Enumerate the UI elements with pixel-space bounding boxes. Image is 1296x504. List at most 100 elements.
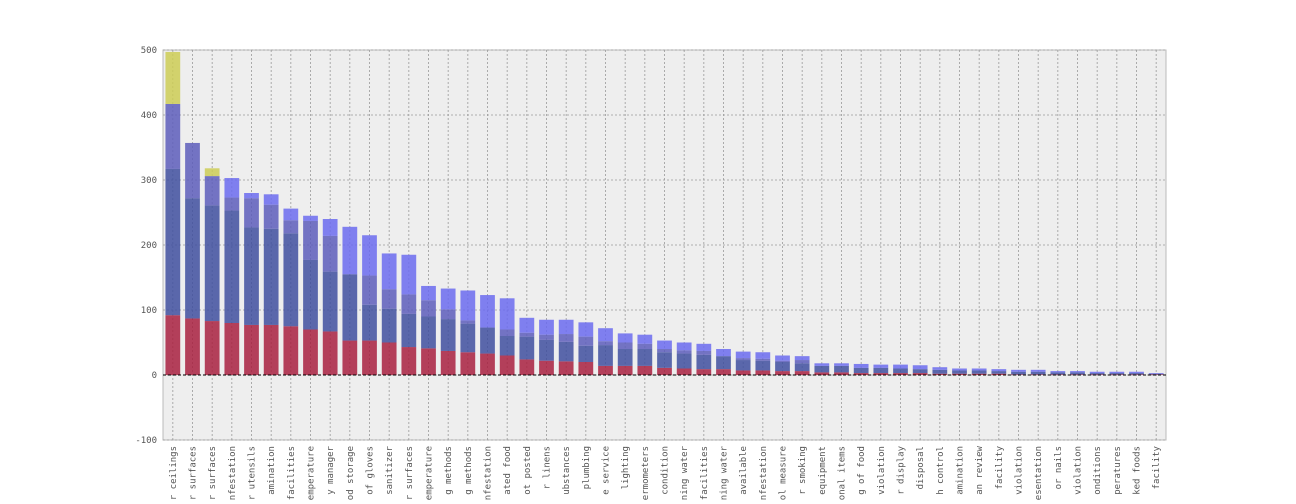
bar-segment-series-5: [165, 51, 181, 104]
bar-segment-series-1: [283, 326, 299, 375]
bar-segment-series-4: [480, 295, 495, 328]
bar-segment-series-1: [244, 324, 259, 375]
bar-segment-series-4: [814, 363, 830, 366]
bar-segment-series-1: [1109, 374, 1125, 375]
bar-segment-series-4: [696, 343, 712, 351]
x-tick-label: onditions: [1093, 446, 1103, 495]
bar-segment-series-3: [303, 220, 318, 260]
bar-segment-series-4: [716, 349, 731, 357]
bar-segment-series-4: [1129, 371, 1144, 374]
bar-segment-series-2: [873, 367, 889, 374]
bar-segment-series-4: [735, 351, 751, 359]
bar-segment-series-1: [401, 347, 417, 375]
x-tick-label: r display: [897, 445, 907, 494]
bar-segment-series-4: [322, 219, 338, 236]
bar-segment-series-4: [893, 364, 908, 369]
bar-segment-series-2: [657, 352, 672, 368]
bar-segment-series-4: [971, 368, 987, 371]
bar-segment-series-3: [578, 336, 594, 346]
bar-segment-series-1: [971, 373, 987, 375]
bar-segment-series-3: [165, 103, 181, 169]
bar-segment-series-2: [1011, 371, 1026, 375]
bar-segment-series-3: [558, 334, 574, 342]
x-tick-label: facility: [1152, 445, 1162, 489]
bar-segment-series-1: [204, 321, 220, 375]
x-tick-label: g methods: [464, 446, 474, 495]
x-tick-label: ning water: [720, 445, 730, 500]
bar-segment-series-3: [322, 235, 338, 272]
bar-segment-series-4: [1089, 371, 1105, 374]
bar-segment-series-2: [814, 365, 830, 373]
y-tick-label: 500: [141, 46, 157, 56]
bar-segment-series-1: [362, 340, 377, 375]
bar-segment-series-1: [893, 373, 908, 375]
x-tick-label: g of food: [857, 446, 867, 495]
bar-segment-series-1: [696, 369, 712, 375]
bar-segment-series-4: [755, 352, 771, 359]
bar-segment-series-3: [519, 332, 535, 337]
bar-segment-series-4: [1109, 371, 1125, 374]
bar-segment-series-1: [342, 340, 358, 375]
x-tick-label: ning water: [680, 445, 690, 500]
bar-segment-series-2: [185, 198, 200, 319]
bar-segment-series-2: [952, 370, 967, 374]
bar-segment-series-4: [932, 367, 948, 370]
bar-segment-series-1: [755, 370, 771, 375]
bar-segment-series-2: [696, 354, 712, 370]
bar-segment-series-4: [834, 363, 849, 366]
bar-segment-series-1: [440, 350, 456, 375]
bar-segment-series-2: [519, 336, 535, 360]
bar-segment-series-2: [421, 316, 436, 349]
bar-segment-series-4: [283, 208, 299, 221]
bar-segment-series-1: [735, 370, 751, 375]
bar-segment-series-1: [499, 355, 515, 375]
bar-segment-series-1: [480, 353, 495, 375]
bar-segment-series-1: [1089, 374, 1105, 375]
x-tick-label: violation: [1015, 446, 1025, 495]
bar-segment-series-1: [873, 373, 889, 375]
bar-segment-series-2: [598, 345, 613, 366]
bar-segment-series-2: [834, 365, 849, 373]
bar-segment-series-1: [1050, 374, 1066, 375]
bar-segment-series-2: [204, 205, 220, 322]
bar-segment-series-1: [676, 368, 692, 375]
bar-segment-series-2: [1089, 373, 1105, 375]
bar-segment-series-1: [303, 329, 318, 375]
y-axis-ticks: -100 0 100 200 300 400 500: [135, 46, 157, 446]
bar-segment-series-3: [499, 329, 515, 336]
bar-segment-series-4: [873, 364, 889, 368]
bar-segment-series-4: [421, 285, 436, 301]
x-tick-label: g methods: [444, 446, 454, 495]
bar-segment-series-4: [578, 322, 594, 337]
x-tick-label: condition: [661, 446, 671, 495]
x-tick-label: available: [739, 446, 749, 495]
bar-segment-series-4: [342, 226, 358, 275]
bar-segment-series-4: [657, 340, 672, 349]
bar-segment-series-1: [460, 352, 476, 375]
x-tick-label: ot posted: [523, 446, 533, 495]
bar-segment-series-2: [539, 339, 554, 361]
bar-segment-series-4: [224, 178, 240, 198]
bar-segment-series-2: [991, 371, 1007, 374]
bar-segment-series-2: [1109, 373, 1125, 375]
bar-segment-series-3: [421, 300, 436, 317]
bar-segment-series-2: [617, 349, 633, 366]
y-tick-label: 400: [141, 111, 157, 121]
bar-segment-series-2: [1050, 372, 1066, 375]
x-tick-label: r smoking: [798, 446, 808, 495]
bar-segment-series-2: [342, 274, 358, 341]
bar-segment-series-3: [362, 275, 377, 305]
bar-segment-series-1: [381, 342, 397, 375]
bar-segment-series-4: [912, 365, 928, 370]
bar-segment-series-1: [1148, 374, 1164, 375]
x-tick-label: r surfaces: [405, 446, 415, 500]
bar-segment-series-2: [283, 233, 299, 327]
bar-segment-series-1: [912, 373, 928, 375]
bar-segment-series-3: [617, 342, 633, 349]
bar-segment-series-4: [244, 193, 259, 199]
x-tick-label: onal items: [838, 446, 848, 500]
x-tick-label: ubstances: [562, 446, 572, 495]
bar-segment-series-4: [598, 328, 613, 342]
x-tick-label: od storage: [346, 446, 356, 500]
bar-segment-series-4: [1030, 369, 1046, 372]
